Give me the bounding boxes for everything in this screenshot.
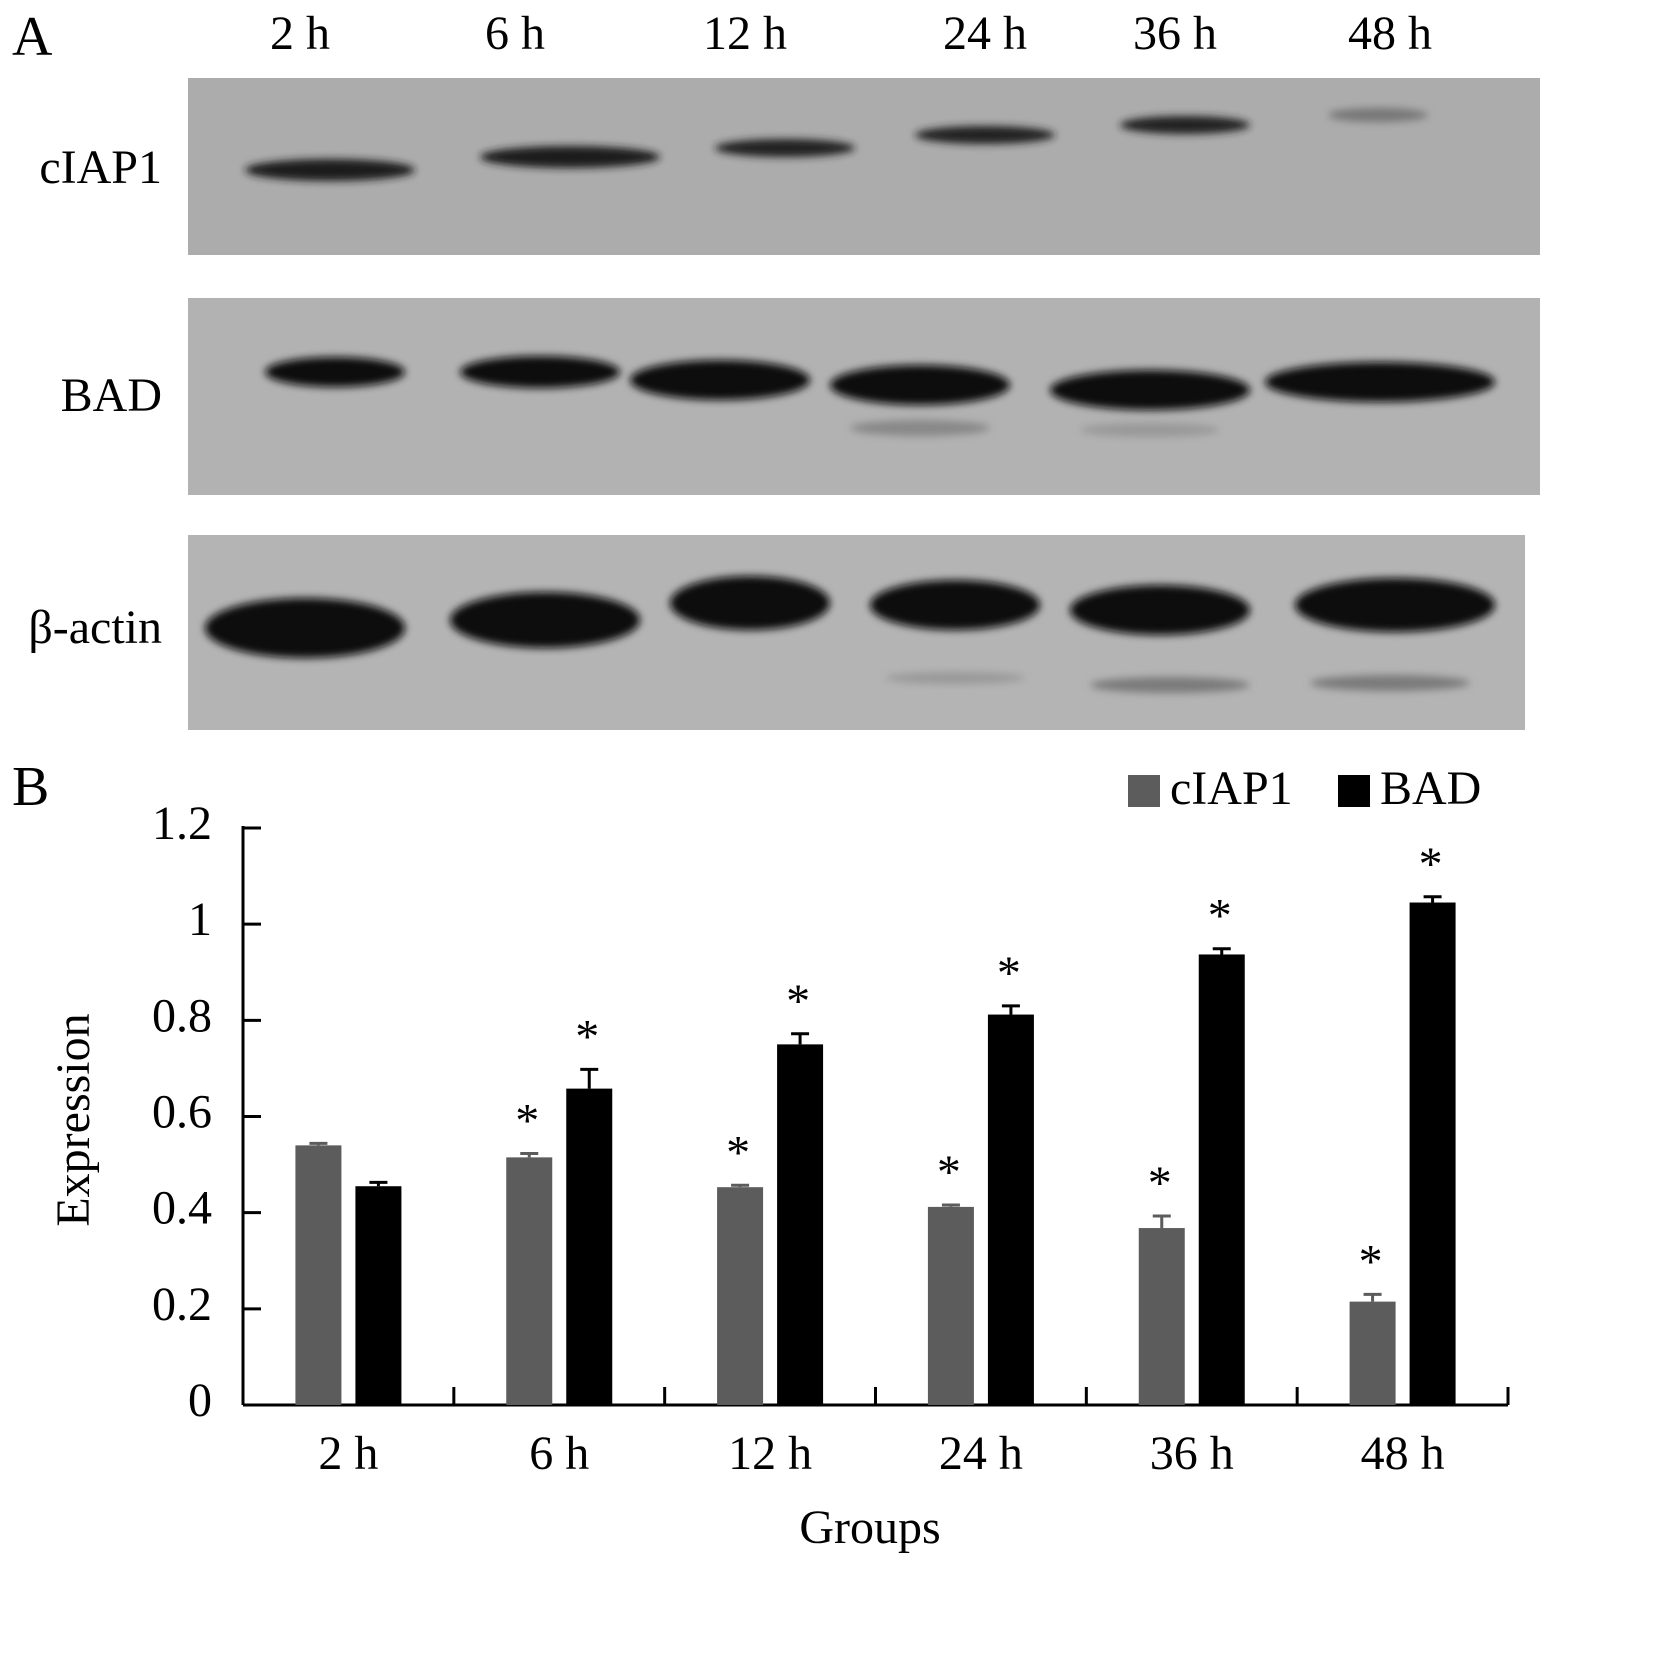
significance-mark: * bbox=[937, 1146, 961, 1199]
row-label: cIAP1 bbox=[39, 141, 162, 194]
y-tick-label: 0.2 bbox=[152, 1278, 212, 1331]
lane-label: 24 h bbox=[943, 7, 1027, 60]
bar bbox=[355, 1186, 402, 1405]
blot-band bbox=[480, 146, 660, 168]
row-label: BAD bbox=[61, 369, 162, 422]
blot-band bbox=[830, 365, 1010, 405]
blot-band bbox=[630, 360, 810, 400]
error-bar bbox=[1423, 895, 1442, 903]
significance-mark: * bbox=[997, 947, 1021, 1000]
x-tick-label: 36 h bbox=[1150, 1427, 1234, 1480]
x-tick-label: 12 h bbox=[728, 1427, 812, 1480]
bar bbox=[927, 1206, 974, 1405]
error-bar bbox=[731, 1183, 750, 1188]
lane-label: 6 h bbox=[485, 7, 545, 60]
panel-label: B bbox=[12, 756, 49, 818]
error-bar bbox=[520, 1152, 539, 1158]
blot-strip bbox=[188, 535, 1525, 730]
significance-mark: * bbox=[786, 975, 810, 1028]
significance-mark: * bbox=[1148, 1157, 1172, 1210]
lane-label: 48 h bbox=[1348, 7, 1432, 60]
legend-label: BAD bbox=[1380, 762, 1481, 815]
blot-band bbox=[850, 420, 990, 436]
error-bar bbox=[369, 1180, 388, 1187]
blot-band bbox=[1295, 578, 1495, 632]
error-bar bbox=[1152, 1214, 1171, 1229]
blot-band bbox=[1310, 675, 1470, 691]
error-bar bbox=[1212, 947, 1231, 955]
blot-strip bbox=[188, 78, 1540, 255]
row-label: β-actin bbox=[28, 601, 162, 654]
error-bar bbox=[1001, 1004, 1020, 1015]
blot-band bbox=[1070, 585, 1250, 635]
significance-mark: * bbox=[515, 1095, 539, 1148]
x-axis-label: Groups bbox=[799, 1501, 940, 1554]
blot-band bbox=[1265, 362, 1495, 402]
blot-band bbox=[1050, 370, 1250, 410]
significance-mark: * bbox=[726, 1126, 750, 1179]
legend-swatch bbox=[1128, 775, 1160, 807]
blot-band bbox=[245, 159, 415, 181]
x-tick-label: 24 h bbox=[939, 1427, 1023, 1480]
y-tick-label: 1.2 bbox=[152, 797, 212, 850]
blot-band bbox=[715, 139, 855, 157]
bar bbox=[566, 1088, 613, 1405]
blot-band bbox=[1328, 108, 1428, 122]
bar bbox=[1198, 954, 1245, 1405]
blot-band bbox=[205, 598, 405, 658]
bar bbox=[1409, 902, 1456, 1405]
panel-label: A bbox=[12, 6, 53, 68]
y-tick-label: 0.4 bbox=[152, 1182, 212, 1235]
significance-mark: * bbox=[1208, 890, 1232, 943]
bar bbox=[1138, 1228, 1185, 1405]
x-tick-label: 48 h bbox=[1361, 1427, 1445, 1480]
error-bar bbox=[580, 1067, 599, 1089]
lane-label: 12 h bbox=[703, 7, 787, 60]
x-tick-label: 2 h bbox=[318, 1427, 378, 1480]
blot-band bbox=[670, 576, 830, 630]
blot-band bbox=[885, 672, 1025, 684]
bar bbox=[777, 1044, 824, 1405]
blot-band bbox=[1090, 677, 1250, 693]
x-tick-label: 6 h bbox=[529, 1427, 589, 1480]
blot-band bbox=[1080, 423, 1220, 437]
blot-band bbox=[460, 356, 620, 388]
significance-mark: * bbox=[575, 1010, 599, 1063]
error-bar bbox=[309, 1141, 328, 1146]
y-tick-label: 0.6 bbox=[152, 1086, 212, 1139]
significance-mark: * bbox=[1359, 1235, 1383, 1288]
blot-band bbox=[265, 357, 405, 387]
blot-band bbox=[1120, 116, 1250, 134]
error-bar bbox=[791, 1032, 810, 1045]
blot-band bbox=[915, 126, 1055, 144]
bar bbox=[717, 1187, 764, 1405]
error-bar bbox=[1363, 1292, 1382, 1302]
error-bar bbox=[941, 1203, 960, 1207]
lane-label: 36 h bbox=[1133, 7, 1217, 60]
y-tick-label: 1 bbox=[188, 893, 212, 946]
significance-mark: * bbox=[1419, 838, 1443, 891]
legend-label: cIAP1 bbox=[1170, 762, 1293, 815]
bar bbox=[987, 1014, 1034, 1405]
blot-bands bbox=[205, 108, 1495, 693]
lane-label: 2 h bbox=[270, 7, 330, 60]
bar bbox=[1349, 1301, 1396, 1405]
blot-band bbox=[450, 592, 640, 648]
y-axis-label: Expression bbox=[47, 1013, 100, 1226]
y-tick-label: 0.8 bbox=[152, 989, 212, 1042]
bar bbox=[295, 1145, 342, 1405]
blot-band bbox=[870, 580, 1040, 630]
legend-swatch bbox=[1338, 775, 1370, 807]
y-tick-label: 0 bbox=[188, 1374, 212, 1427]
bar bbox=[506, 1157, 553, 1405]
